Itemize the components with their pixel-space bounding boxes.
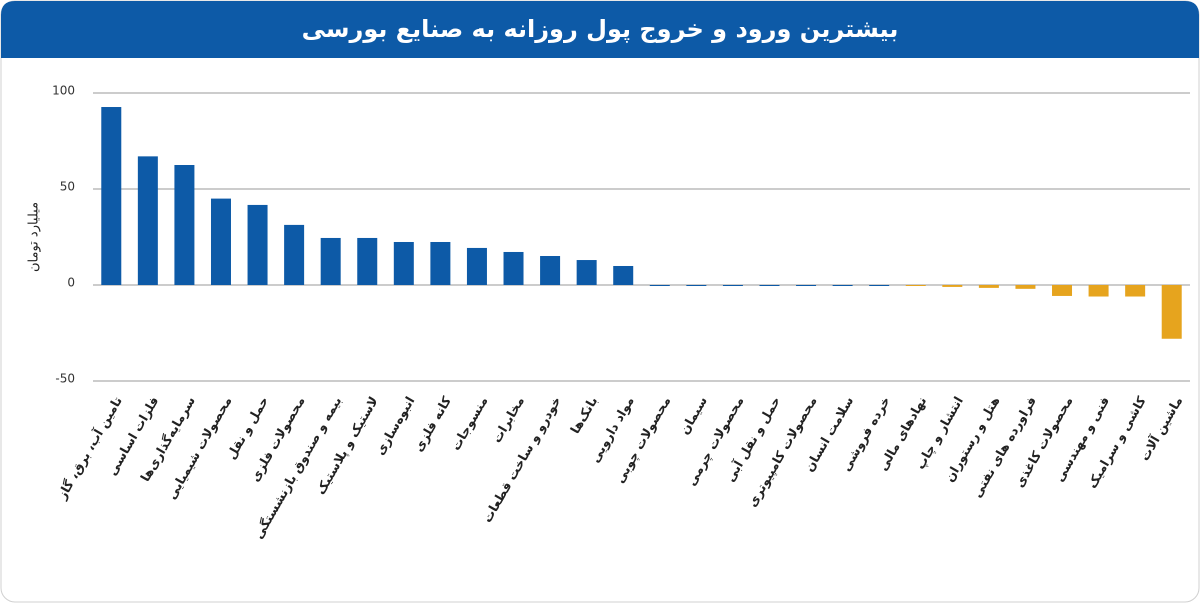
bar (137, 156, 158, 285)
bar (101, 107, 122, 286)
y-axis-label: میلیارد تومان (27, 202, 42, 272)
bar (905, 285, 926, 286)
bar (796, 285, 817, 286)
y-tick-label: 50 (60, 180, 75, 194)
bar (832, 285, 853, 286)
bar (942, 285, 963, 287)
bar (613, 265, 634, 285)
bar (284, 224, 305, 285)
bar (210, 198, 231, 285)
bar (357, 237, 378, 285)
bar (540, 256, 561, 285)
bar (1052, 285, 1073, 296)
bar (503, 251, 524, 285)
y-tick-label: 100 (52, 84, 75, 98)
bar (320, 237, 341, 285)
bar (978, 285, 999, 288)
bar (1161, 285, 1182, 339)
bar (722, 285, 743, 286)
bar (1125, 285, 1146, 297)
bar (1015, 285, 1036, 289)
y-tick-label: 0 (67, 276, 75, 290)
bar (686, 285, 707, 286)
bar (576, 260, 597, 285)
bar (649, 285, 670, 286)
bar (430, 241, 451, 285)
bar (174, 165, 195, 285)
bar (759, 285, 780, 286)
header (1, 1, 1199, 58)
bar (393, 241, 414, 285)
bar (247, 204, 268, 285)
chart-title: بیشترین ورود و خروج پول روزانه به صنایع … (302, 15, 899, 43)
bar (869, 285, 890, 286)
bar (466, 247, 487, 285)
y-tick-label: -50 (55, 372, 75, 386)
bar (1088, 285, 1109, 297)
